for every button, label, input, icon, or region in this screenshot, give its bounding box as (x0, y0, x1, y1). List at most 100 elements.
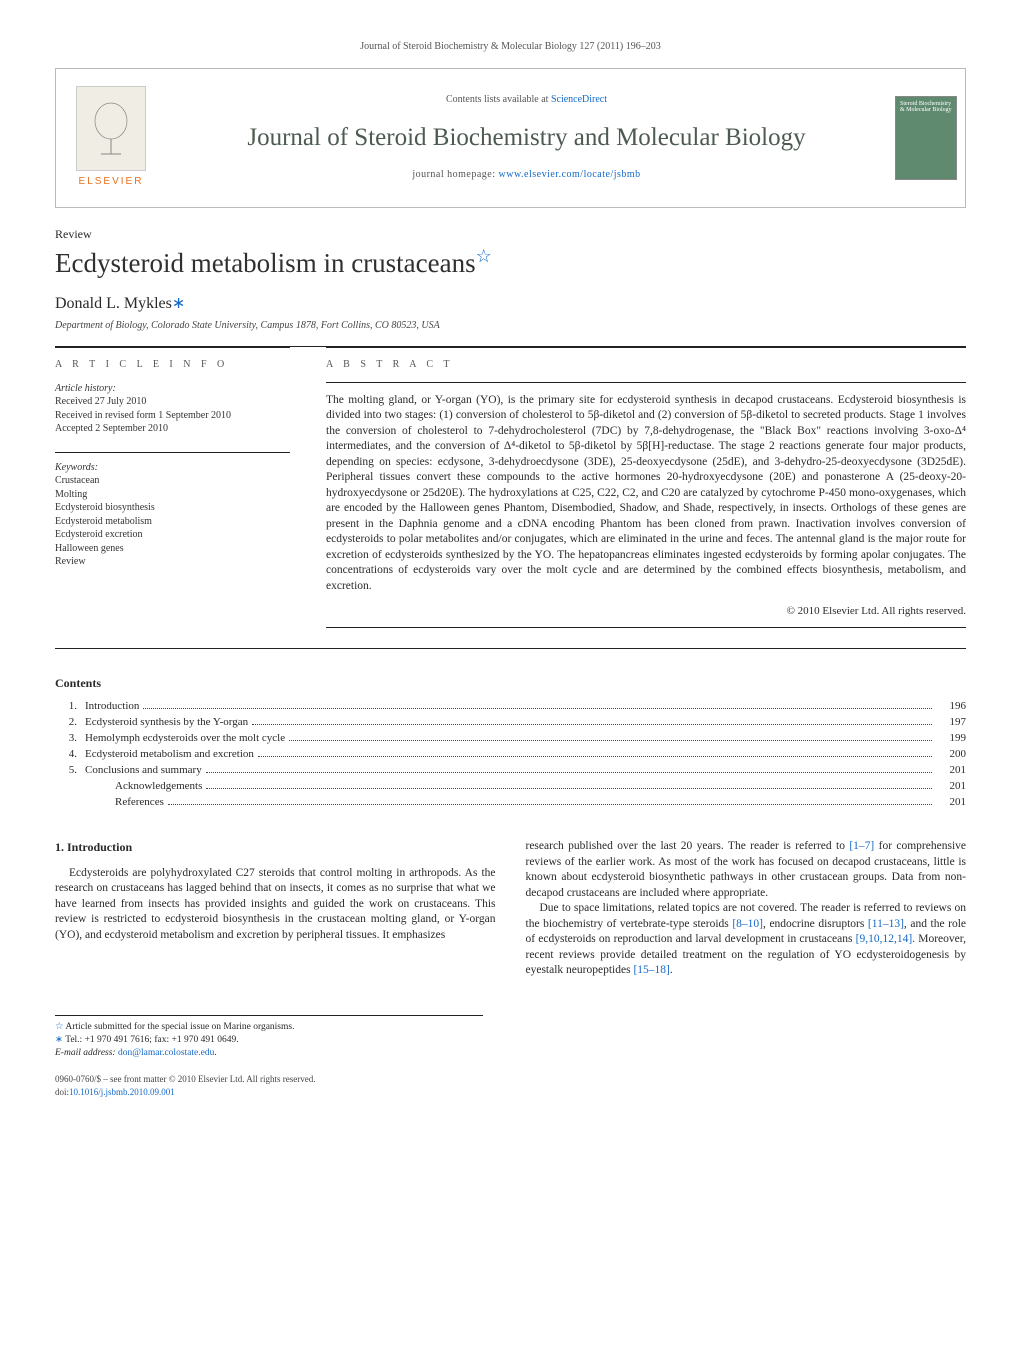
toc-dots (252, 724, 932, 725)
doi-link[interactable]: 10.1016/j.jsbmb.2010.09.001 (69, 1087, 175, 1097)
affiliation: Department of Biology, Colorado State Un… (55, 319, 966, 333)
abstract-block: a b s t r a c t The molting gland, or Y-… (326, 347, 966, 628)
cover-box: Steroid Biochemistry & Molecular Biology (895, 96, 957, 180)
section-heading: 1. Introduction (55, 839, 496, 855)
body-paragraph: research published over the last 20 year… (526, 839, 967, 901)
toc-row: 2. Ecdysteroid synthesis by the Y-organ … (55, 715, 966, 730)
keyword: Ecdysteroid biosynthesis (55, 501, 290, 515)
toc-num: 5. (55, 763, 77, 778)
footnote-corresponding: ∗ Tel.: +1 970 491 7616; fax: +1 970 491… (55, 1034, 483, 1047)
history-accepted: Accepted 2 September 2010 (55, 422, 290, 436)
citation-link[interactable]: [11–13] (868, 918, 904, 930)
contents-heading: Contents (55, 675, 966, 691)
toc-row: References 201 (55, 795, 966, 810)
citation-link[interactable]: [15–18] (633, 964, 669, 976)
email-link[interactable]: don@lamar.colostate.edu (118, 1048, 214, 1058)
corresponding-ast-icon: ∗ (55, 1035, 63, 1045)
toc-dots (289, 740, 932, 741)
homepage-line: journal homepage: www.elsevier.com/locat… (412, 168, 640, 182)
journal-cover-thumb: Steroid Biochemistry & Molecular Biology (887, 69, 965, 207)
toc-title[interactable]: Hemolymph ecdysteroids over the molt cyc… (85, 731, 285, 746)
footnote-star-icon: ☆ (55, 1022, 65, 1032)
keyword: Halloween genes (55, 542, 290, 556)
issn-line: 0960-0760/$ – see front matter © 2010 El… (55, 1073, 966, 1085)
keyword: Ecdysteroid metabolism (55, 515, 290, 529)
right-column: research published over the last 20 year… (526, 839, 967, 979)
title-text: Ecdysteroid metabolism in crustaceans (55, 248, 476, 278)
toc-title[interactable]: Introduction (85, 699, 139, 714)
toc-title[interactable]: Conclusions and summary (85, 763, 202, 778)
journal-name: Journal of Steroid Biochemistry and Mole… (247, 121, 805, 155)
masthead-center: Contents lists available at ScienceDirec… (166, 69, 887, 207)
toc-page: 201 (936, 763, 966, 778)
toc-page: 199 (936, 731, 966, 746)
doi-label: doi: (55, 1087, 69, 1097)
contents-available-line: Contents lists available at ScienceDirec… (446, 93, 607, 107)
corresponding-author-icon: ∗ (172, 295, 185, 312)
author-line: Donald L. Mykles∗ (55, 293, 966, 315)
footnote-contact: Tel.: +1 970 491 7616; fax: +1 970 491 0… (65, 1035, 238, 1045)
contents-prefix: Contents lists available at (446, 94, 551, 105)
toc-title[interactable]: Ecdysteroid synthesis by the Y-organ (85, 715, 248, 730)
title-footnote-star-icon: ☆ (476, 246, 492, 266)
author-name: Donald L. Mykles (55, 295, 172, 312)
toc-num: 4. (55, 747, 77, 762)
table-of-contents: 1. Introduction 196 2. Ecdysteroid synth… (55, 699, 966, 809)
article-info-row: a r t i c l e i n f o Article history: R… (55, 347, 966, 628)
toc-page: 201 (936, 779, 966, 794)
article-info-label: a r t i c l e i n f o (55, 347, 290, 372)
sciencedirect-link[interactable]: ScienceDirect (551, 94, 607, 105)
footnote-email: E-mail address: don@lamar.colostate.edu. (55, 1047, 483, 1060)
toc-num: 1. (55, 699, 77, 714)
history-received: Received 27 July 2010 (55, 395, 290, 409)
toc-num: 2. (55, 715, 77, 730)
citation-link[interactable]: [1–7] (849, 840, 874, 852)
history-heading: Article history: (55, 382, 290, 396)
publisher-logo: ELSEVIER (56, 69, 166, 207)
toc-row: 1. Introduction 196 (55, 699, 966, 714)
keyword: Crustacean (55, 474, 290, 488)
keyword: Ecdysteroid excretion (55, 528, 290, 542)
abstract-label: a b s t r a c t (326, 347, 966, 372)
keywords-heading: Keywords: (55, 461, 290, 475)
article-title: Ecdysteroid metabolism in crustaceans☆ (55, 244, 966, 281)
homepage-prefix: journal homepage: (412, 169, 498, 180)
elsevier-tree-icon (76, 86, 146, 171)
toc-page: 200 (936, 747, 966, 762)
toc-row: 4. Ecdysteroid metabolism and excretion … (55, 747, 966, 762)
keyword: Molting (55, 488, 290, 502)
masthead: ELSEVIER Contents lists available at Sci… (55, 68, 966, 208)
toc-dots (206, 788, 932, 789)
toc-dots (258, 756, 932, 757)
toc-row: 5. Conclusions and summary 201 (55, 763, 966, 778)
citation-link[interactable]: [8–10] (732, 918, 763, 930)
abstract-bottom-rule (326, 627, 966, 628)
toc-page: 197 (936, 715, 966, 730)
body-text: , endocrine disruptors (763, 918, 868, 930)
toc-title[interactable]: Ecdysteroid metabolism and excretion (85, 747, 254, 762)
body-paragraph: Due to space limitations, related topics… (526, 901, 967, 979)
toc-title[interactable]: Acknowledgements (115, 779, 202, 794)
homepage-link[interactable]: www.elsevier.com/locate/jsbmb (499, 169, 641, 180)
keyword: Review (55, 555, 290, 569)
footnote-text: Article submitted for the special issue … (65, 1022, 294, 1032)
body-text: . (670, 964, 673, 976)
toc-row: Acknowledgements 201 (55, 779, 966, 794)
toc-dots (206, 772, 932, 773)
toc-page: 196 (936, 699, 966, 714)
running-head: Journal of Steroid Biochemistry & Molecu… (55, 40, 966, 54)
toc-title[interactable]: References (115, 795, 164, 810)
email-label: E-mail address: (55, 1048, 116, 1058)
toc-row: 3. Hemolymph ecdysteroids over the molt … (55, 731, 966, 746)
toc-dots (168, 804, 932, 805)
abstract-text: The molting gland, or Y-organ (YO), is t… (326, 382, 966, 595)
toc-page: 201 (936, 795, 966, 810)
body-columns: 1. Introduction Ecdysteroids are polyhyd… (55, 839, 966, 979)
abstract-copyright: © 2010 Elsevier Ltd. All rights reserved… (326, 604, 966, 619)
footnotes: ☆ Article submitted for the special issu… (55, 1015, 483, 1059)
toc-num: 3. (55, 731, 77, 746)
doi-line: doi:10.1016/j.jsbmb.2010.09.001 (55, 1086, 966, 1098)
divider-rule (55, 648, 966, 649)
citation-link[interactable]: [9,10,12,14] (856, 933, 913, 945)
article-info-block: a r t i c l e i n f o Article history: R… (55, 347, 290, 628)
